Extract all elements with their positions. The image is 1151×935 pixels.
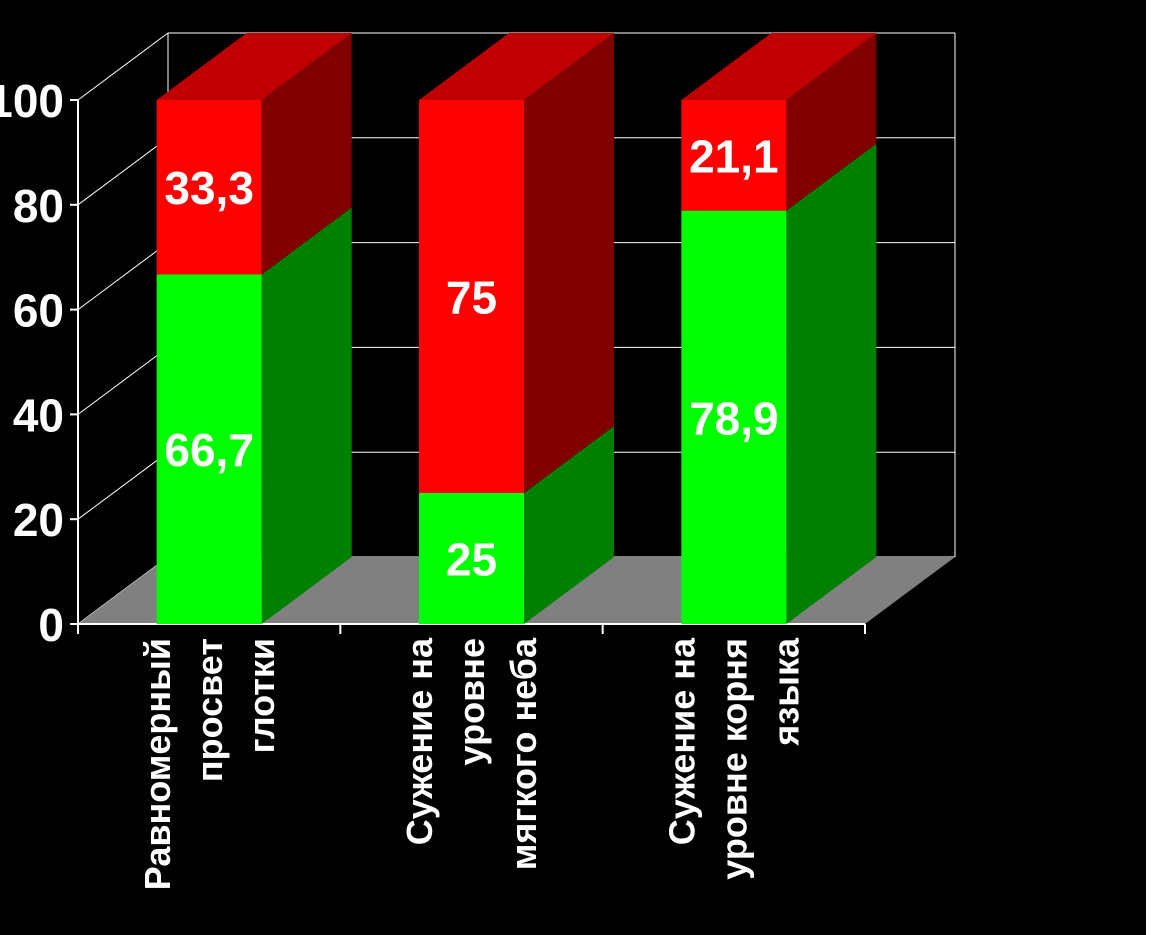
x-category-label: глотки: [241, 638, 282, 753]
x-category-label: языка: [765, 637, 806, 747]
gridline-side: [77, 242, 169, 311]
right-edge-bar: [1146, 0, 1151, 935]
y-tick-label: 20: [13, 494, 64, 546]
x-category-label: просвет: [189, 638, 230, 782]
bar-side-face: [786, 33, 877, 211]
y-tick-label: 60: [13, 285, 64, 337]
data-label: 66,7: [164, 424, 254, 476]
data-label: 78,9: [689, 392, 779, 444]
data-label: 33,3: [164, 162, 254, 214]
bar-top-face: [419, 33, 614, 100]
bar-segment: [419, 100, 524, 493]
gridline-side: [77, 451, 169, 520]
x-category-label: Сужение на: [399, 637, 440, 845]
bar-segment: [681, 100, 787, 211]
gridline-side: [77, 32, 169, 101]
bar-segment: [156, 274, 262, 624]
bar-segment: [156, 100, 262, 275]
data-label: 75: [446, 272, 497, 324]
gridline-side: [77, 346, 169, 415]
y-tick-label: 80: [13, 180, 64, 232]
bar-side-face: [524, 33, 614, 493]
bar-top-face: [681, 33, 877, 100]
data-label: 25: [446, 534, 497, 586]
gridline-side: [77, 137, 169, 206]
x-category-label: Сужение на: [661, 637, 702, 845]
x-category-label: уровне: [451, 638, 492, 765]
bar-side-face: [261, 207, 352, 624]
bar-side-face: [786, 143, 877, 624]
y-tick-label: 0: [38, 599, 64, 651]
y-tick-label: 100: [0, 75, 64, 127]
x-category-label: уровне корня: [713, 638, 754, 880]
bar-side-face: [261, 33, 352, 275]
x-category-label: мягкого неба: [503, 637, 544, 870]
y-tick-label: 40: [13, 389, 64, 441]
bar-segment: [419, 493, 524, 624]
bar-top-face: [156, 33, 352, 100]
bar-segment: [681, 210, 787, 624]
bar-side-face: [524, 426, 614, 624]
data-label: 21,1: [689, 130, 779, 182]
x-category-label: Равномерный: [137, 638, 178, 890]
